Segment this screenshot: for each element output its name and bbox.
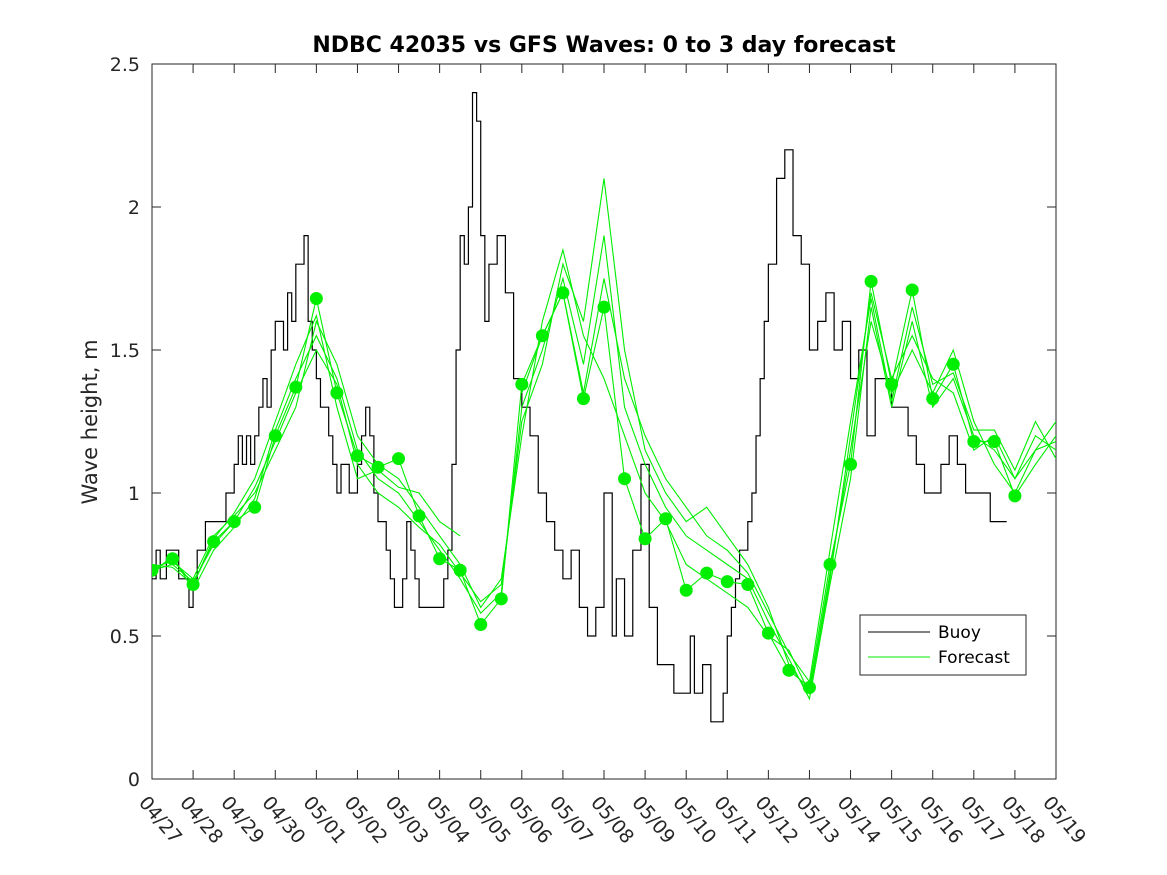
legend: Buoy Forecast (859, 614, 1027, 676)
forecast-point (967, 435, 981, 449)
chart-title: NDBC 42035 vs GFS Waves: 0 to 3 day fore… (312, 33, 896, 58)
y-axis-label: Wave height, m (78, 339, 102, 504)
x-tick-label: 05/19 (1038, 792, 1090, 848)
forecast-series-line (152, 178, 1056, 695)
x-tick-label: 05/08 (586, 792, 638, 848)
x-tick-label: 04/30 (257, 792, 309, 848)
x-tick-label: 05/01 (299, 792, 351, 848)
forecast-point (720, 575, 734, 589)
x-tick-label: 05/18 (997, 792, 1049, 848)
forecast-point (926, 392, 940, 406)
x-tick-label: 05/06 (504, 792, 556, 848)
x-tick-label: 04/29 (216, 792, 268, 848)
forecast-point (659, 512, 673, 526)
forecast-point (453, 563, 467, 577)
x-tick-label: 04/28 (175, 792, 227, 848)
forecast-point (412, 509, 426, 523)
forecast-point (392, 452, 406, 466)
forecast-point (248, 500, 262, 514)
forecast-series-line (152, 235, 1056, 701)
forecast-point (679, 583, 693, 597)
legend-forecast-label: Forecast (938, 648, 1010, 668)
x-tick-label: 05/15 (874, 792, 926, 848)
y-tick-label: 0 (128, 769, 140, 791)
x-tick-label: 05/16 (915, 792, 967, 848)
forecast-point (330, 386, 344, 400)
forecast-point (700, 566, 714, 580)
forecast-point (186, 578, 200, 592)
forecast-point (309, 292, 323, 306)
forecast-point (802, 680, 816, 694)
forecast-point (597, 300, 611, 314)
forecast-point (474, 618, 488, 632)
x-tick-label: 05/04 (422, 792, 474, 848)
x-tick-label: 05/13 (792, 792, 844, 848)
forecast-point (289, 380, 303, 394)
forecast-point (515, 377, 529, 391)
x-tick-label: 05/07 (545, 792, 597, 848)
forecast-point (433, 552, 447, 566)
forecast-point (864, 274, 878, 288)
series-layer (152, 92, 1056, 723)
forecast-point (371, 460, 385, 474)
x-tick-label: 05/12 (751, 792, 803, 848)
forecast-point (268, 429, 282, 443)
buoy-series-line (152, 92, 1007, 723)
forecast-point (152, 563, 159, 577)
forecast-point (885, 377, 899, 391)
forecast-point (844, 457, 858, 471)
x-tick-label: 05/10 (668, 792, 720, 848)
forecast-point (535, 329, 549, 343)
plot-area: 00.511.522.504/2704/2804/2904/3005/0105/… (110, 54, 1090, 848)
forecast-point (1008, 489, 1022, 503)
forecast-point (494, 592, 508, 606)
forecast-point (905, 283, 919, 297)
forecast-point (946, 357, 960, 371)
x-tick-label: 05/03 (381, 792, 433, 848)
forecast-point (638, 532, 652, 546)
y-tick-label: 2 (128, 197, 140, 219)
forecast-point (761, 626, 775, 640)
y-tick-label: 1.5 (110, 340, 140, 362)
forecast-point (207, 535, 221, 549)
legend-buoy-label: Buoy (938, 623, 981, 643)
forecast-point (166, 552, 180, 566)
forecast-point (350, 449, 364, 463)
forecast-point (576, 392, 590, 406)
y-tick-label: 2.5 (110, 54, 140, 76)
forecast-point (741, 578, 755, 592)
y-tick-label: 0.5 (110, 626, 140, 648)
x-tick-label: 05/17 (956, 792, 1008, 848)
forecast-point (782, 663, 796, 677)
x-tick-label: 05/11 (709, 792, 761, 848)
x-tick-label: 04/27 (134, 792, 186, 848)
x-tick-label: 05/14 (833, 792, 885, 848)
forecast-point (556, 286, 570, 300)
forecast-point (823, 558, 837, 571)
x-tick-label: 05/02 (340, 792, 392, 848)
legend-box (859, 614, 1027, 676)
x-tick-label: 05/05 (463, 792, 515, 848)
x-tick-label: 05/09 (627, 792, 679, 848)
forecast-point (987, 435, 1001, 449)
forecast-point (227, 515, 241, 529)
y-tick-label: 1 (128, 483, 140, 505)
forecast-point (618, 472, 632, 486)
forecast-series-line (152, 278, 1056, 684)
